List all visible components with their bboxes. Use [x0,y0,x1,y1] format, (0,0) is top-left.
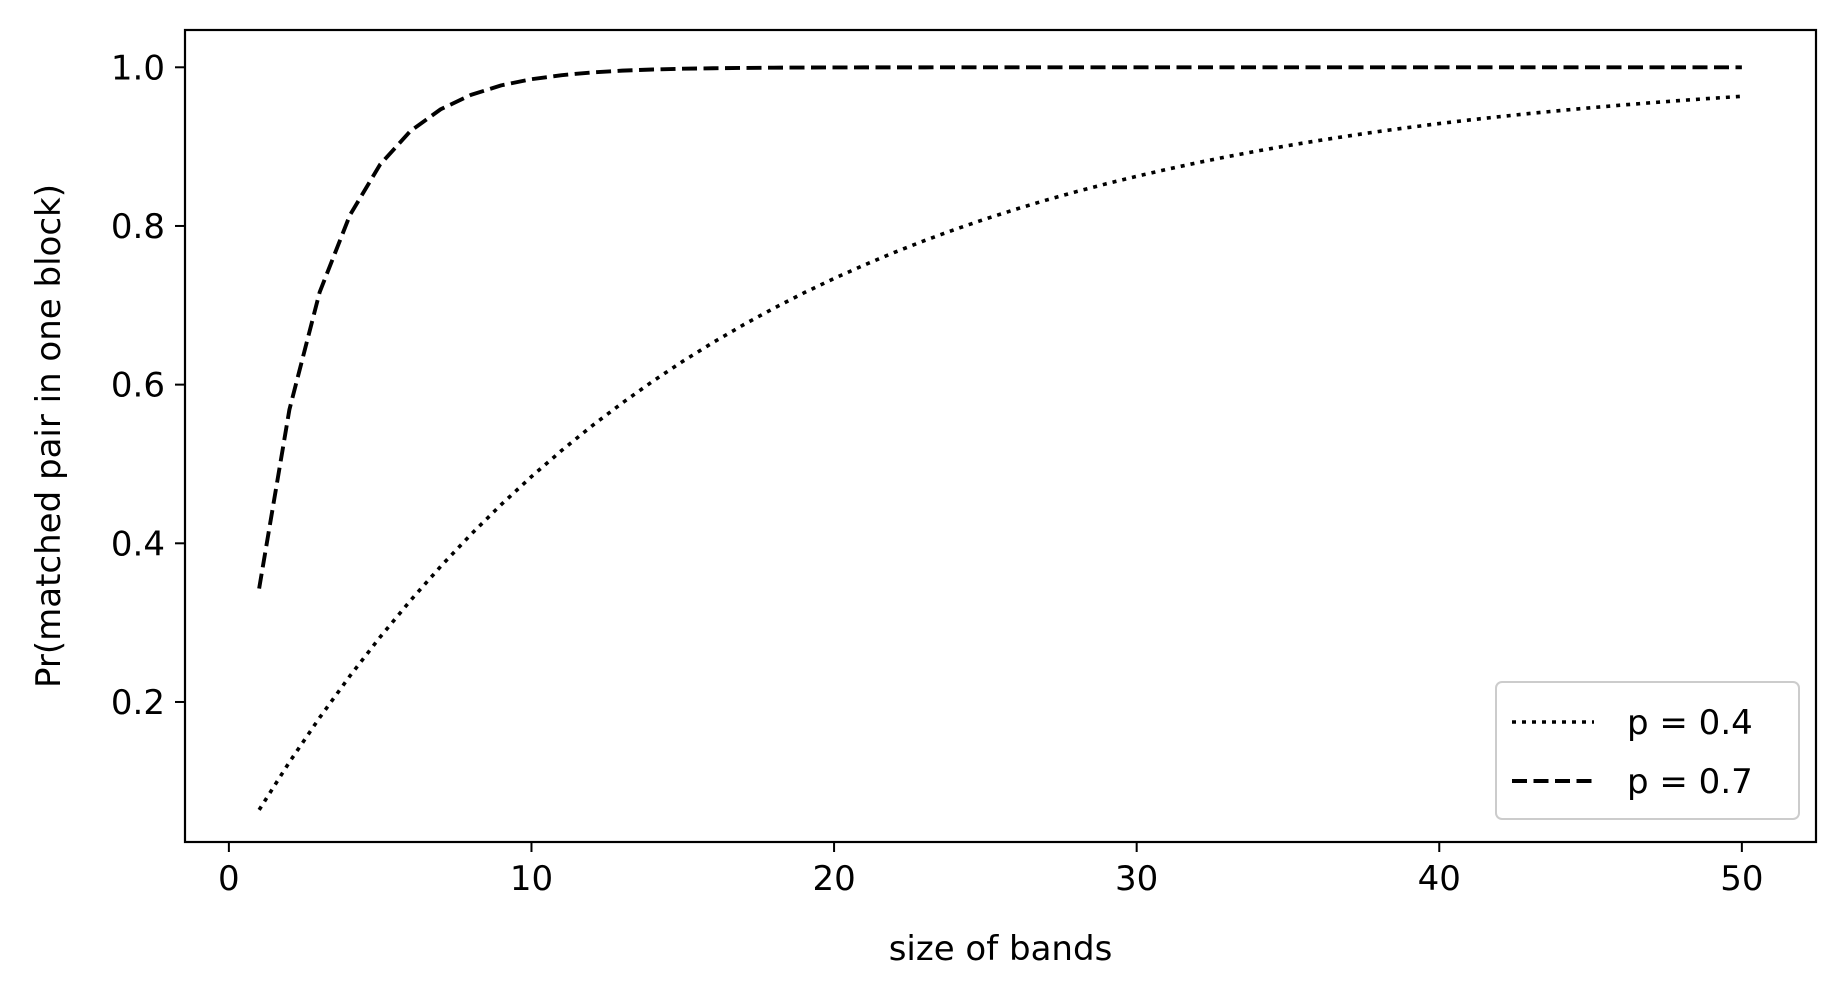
y-axis-title: Pr(matched pair in one block) [29,184,69,688]
y-tick-label: 0.6 [111,366,165,406]
series-line-2 [257,65,1742,589]
axis-ticks: 0 10 20 30 40 50 0.2 0.4 0.6 0.8 1.0 [111,48,1764,899]
y-tick-label: 0.4 [111,524,165,564]
y-tick-label: 0.2 [111,683,165,723]
axes-frame [183,28,1818,844]
legend-frame [1495,681,1800,820]
x-tick-label: 40 [1418,859,1461,899]
y-tick-label: 0.8 [111,207,165,247]
x-tick-label: 10 [510,859,553,899]
plot-area [183,28,1818,844]
x-tick-label: 30 [1115,859,1158,899]
series-line-1 [257,94,1742,811]
x-tick-label: 20 [812,859,855,899]
legend-label-series-2: p = 0.7 [1627,762,1753,802]
legend-label-series-1: p = 0.4 [1627,703,1753,743]
x-tick-label: 50 [1720,859,1763,899]
legend: p = 0.4 p = 0.7 [1495,681,1800,820]
x-tick-label: 0 [218,859,240,899]
y-tick-label: 1.0 [111,48,165,88]
x-axis-title: size of bands [889,929,1113,969]
